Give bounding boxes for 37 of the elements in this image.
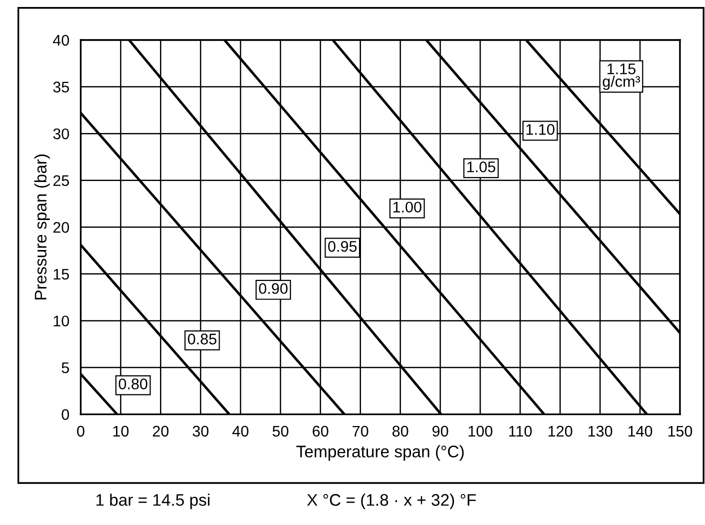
x-tick-label: 60 <box>312 426 328 437</box>
y-tick-label: 25 <box>53 175 69 186</box>
x-tick-label: 140 <box>628 426 652 437</box>
x-tick-label: 0 <box>77 426 84 437</box>
annotation: 1.10 <box>526 124 554 135</box>
y-tick-label: 30 <box>53 128 70 140</box>
x-tick-label: 150 <box>668 426 692 437</box>
annotation: 1.05 <box>467 161 496 172</box>
x-tick-label: 70 <box>352 426 368 437</box>
y-axis-title: Pressure span (bar) <box>34 154 50 300</box>
x-tick-label: 110 <box>509 426 532 437</box>
x-tick-label: 100 <box>468 426 492 437</box>
x-tick-label: 130 <box>588 426 612 437</box>
annotation: 0.95 <box>328 241 357 252</box>
y-tick-label: 20 <box>53 222 70 233</box>
annotation: 1.00 <box>393 202 422 213</box>
x-tick-label: 20 <box>152 426 169 437</box>
y-tick-label: 35 <box>53 82 69 92</box>
annotation: 0.80 <box>118 378 148 390</box>
y-tick-label: 15 <box>54 268 69 280</box>
y-tick-label: 10 <box>54 316 70 326</box>
annotation: 0.85 <box>188 334 216 344</box>
y-tick-label: 5 <box>62 362 69 374</box>
y-tick-label: 40 <box>52 34 70 46</box>
x-tick-label: 40 <box>232 426 248 437</box>
y-tick-label: 0 <box>62 409 70 420</box>
x-tick-label: 10 <box>113 426 129 437</box>
x-tick-label: 50 <box>272 426 288 437</box>
x-axis-title: Temperature span (°C) <box>296 445 464 461</box>
annotation: 0.90 <box>259 283 288 294</box>
text: 1 bar = 14.5 psi <box>96 494 210 510</box>
x-tick-label: 120 <box>548 426 572 437</box>
x-tick-label: 90 <box>432 426 448 437</box>
x-tick-label: 80 <box>392 426 408 437</box>
text: X °C = (1.8 · x + 32) °F <box>307 494 476 510</box>
annotation: 1.15 g/cm³ <box>602 64 640 90</box>
x-tick-label: 30 <box>192 426 208 437</box>
